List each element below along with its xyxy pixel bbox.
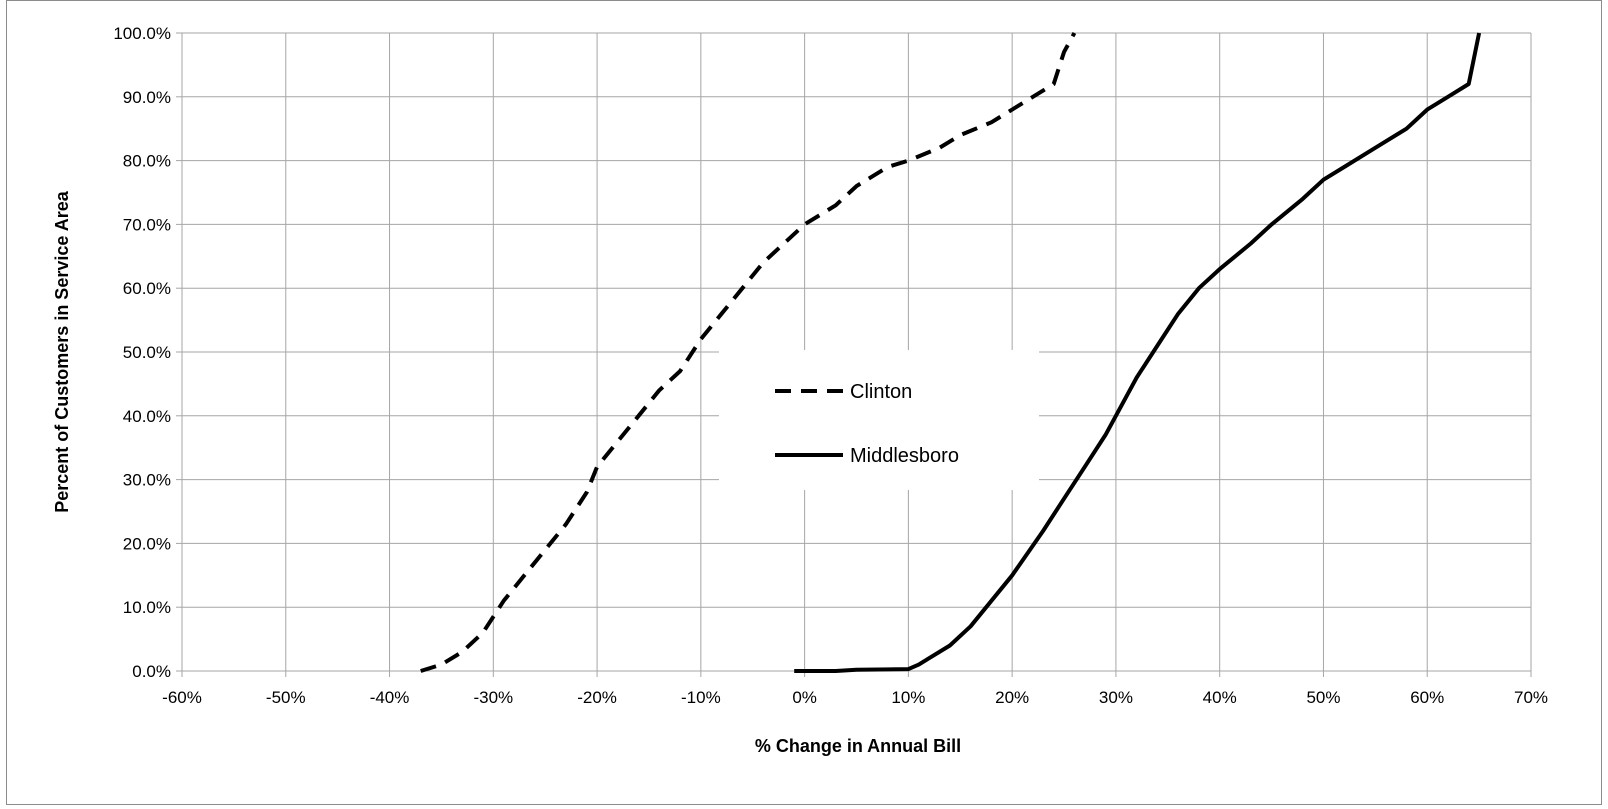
- y-tick-label: 50.0%: [123, 343, 171, 362]
- x-tick-label: 10%: [891, 688, 925, 707]
- x-tick-label: 60%: [1410, 688, 1444, 707]
- y-tick-label: 20.0%: [123, 534, 171, 553]
- x-axis-title: % Change in Annual Bill: [755, 736, 961, 756]
- x-tick-label: 50%: [1306, 688, 1340, 707]
- axis-labels: -60% -50% -40% -30% -20% -10% 0% 10% 20% 30% 40% 50…: [113, 24, 1548, 707]
- series-line-clinton: [420, 32, 1077, 673]
- y-tick-label: 90.0%: [123, 88, 171, 107]
- x-tick-label: -50%: [266, 688, 306, 707]
- y-tick-label: 30.0%: [123, 471, 171, 490]
- y-axis-title: Percent of Customers in Service Area: [52, 190, 72, 512]
- y-tick-label: 40.0%: [123, 407, 171, 426]
- x-tick-label: -30%: [473, 688, 513, 707]
- legend: Clinton Middlesboro: [719, 350, 1039, 490]
- x-tick-label: 40%: [1203, 688, 1237, 707]
- y-tick-label: 80.0%: [123, 152, 171, 171]
- x-tick-label: 0%: [792, 688, 817, 707]
- chart-frame: Clinton Middlesboro -60% -50% -40% -30% -20% -…: [6, 0, 1602, 805]
- x-tick-label: -60%: [162, 688, 202, 707]
- series-line-middlesboro: [794, 32, 1482, 673]
- x-tick-label: -40%: [370, 688, 410, 707]
- y-tick-label: 0.0%: [132, 662, 171, 681]
- y-tick-label: 60.0%: [123, 279, 171, 298]
- x-tick-label: 30%: [1099, 688, 1133, 707]
- legend-label-clinton: Clinton: [850, 381, 912, 403]
- x-tick-label: -10%: [681, 688, 721, 707]
- series-lines: [420, 32, 1482, 673]
- x-tick-label: 20%: [995, 688, 1029, 707]
- x-tick-label: 70%: [1514, 688, 1548, 707]
- y-tick-label: 100.0%: [113, 24, 171, 43]
- y-tick-label: 10.0%: [123, 598, 171, 617]
- legend-label-middlesboro: Middlesboro: [850, 445, 959, 467]
- y-tick-label: 70.0%: [123, 215, 171, 234]
- x-tick-label: -20%: [577, 688, 617, 707]
- legend-box: [719, 350, 1039, 490]
